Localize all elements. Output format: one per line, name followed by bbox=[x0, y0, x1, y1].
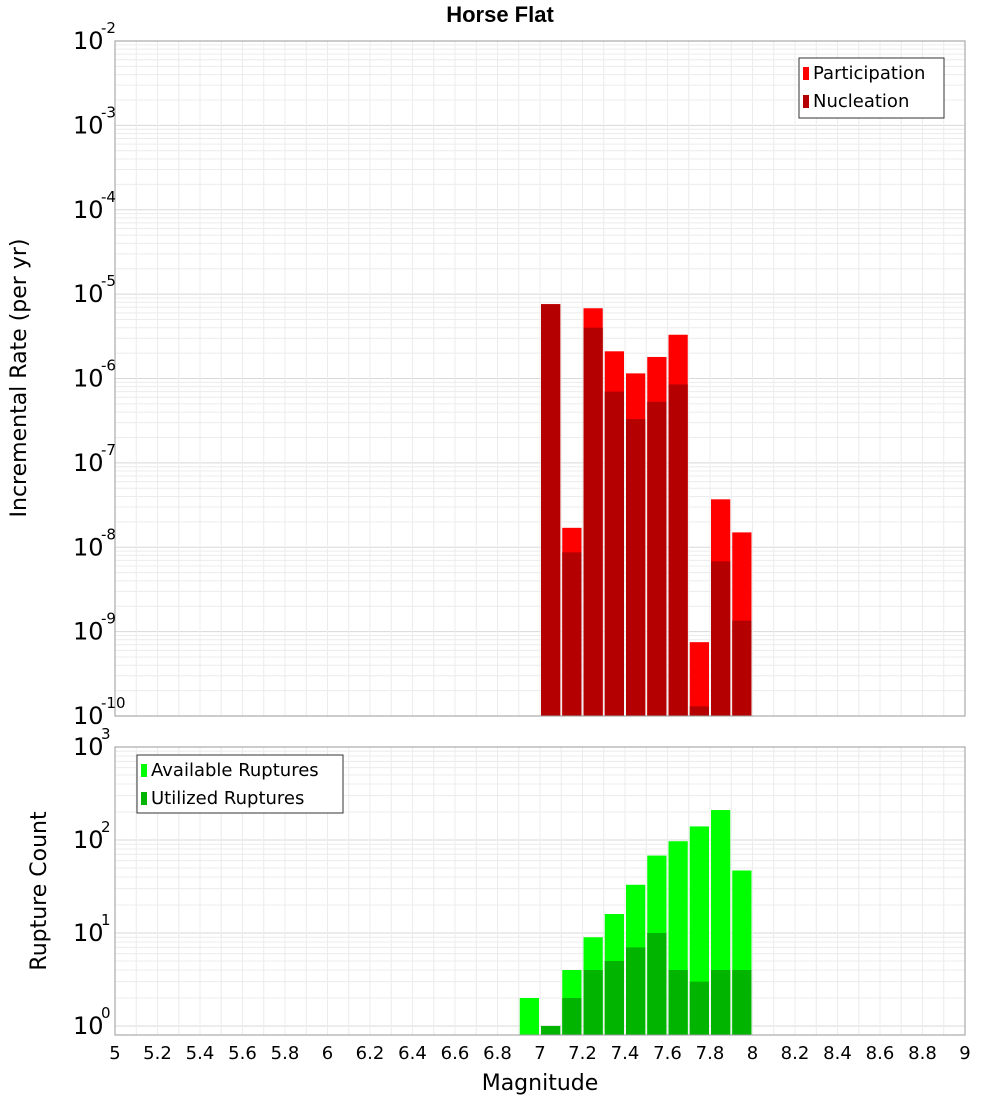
top-y-tick-exponent: -4 bbox=[101, 188, 116, 206]
bottom-bar-utilized-ruptures-7.8 bbox=[711, 969, 731, 1035]
top-y-axis-label: Incremental Rate (per yr) bbox=[7, 239, 32, 518]
bottom-y-tick-label: 10 bbox=[73, 733, 104, 761]
top-legend-label: Participation bbox=[813, 63, 925, 84]
top-y-tick-label: 10 bbox=[73, 449, 104, 477]
bottom-bar-utilized-ruptures-7.7 bbox=[689, 981, 709, 1035]
x-tick-label: 7.6 bbox=[653, 1043, 682, 1064]
top-y-tick-exponent: -7 bbox=[101, 441, 116, 459]
bottom-y-tick-exponent: 1 bbox=[101, 911, 111, 929]
top-legend-swatch bbox=[803, 95, 809, 108]
top-bar-participation-7.7 bbox=[689, 642, 709, 716]
top-legend-label: Nucleation bbox=[813, 91, 909, 112]
bottom-y-tick-exponent: 3 bbox=[101, 725, 111, 743]
top-y-tick-exponent: -5 bbox=[101, 272, 116, 290]
top-bar-nucleation-7.5 bbox=[647, 401, 667, 716]
x-tick-label: 7.8 bbox=[696, 1043, 725, 1064]
bottom-bar-utilized-ruptures-7.5 bbox=[647, 932, 667, 1035]
top-legend-swatch bbox=[803, 67, 809, 80]
top-y-tick-exponent: -10 bbox=[101, 694, 126, 712]
top-bar-nucleation-7.3 bbox=[604, 391, 624, 716]
bottom-bar-utilized-ruptures-7.4 bbox=[626, 947, 646, 1035]
top-y-tick-exponent: -3 bbox=[101, 103, 116, 121]
top-bar-nucleation-7.0 bbox=[541, 304, 561, 716]
x-tick-label: 6.6 bbox=[441, 1043, 470, 1064]
x-tick-label: 6.2 bbox=[356, 1043, 385, 1064]
top-bar-nucleation-7.8 bbox=[711, 561, 731, 716]
bottom-bar-utilized-ruptures-7.1 bbox=[562, 997, 582, 1035]
x-axis-label: Magnitude bbox=[482, 1071, 599, 1096]
x-tick-label: 5.2 bbox=[143, 1043, 172, 1064]
top-legend bbox=[798, 57, 945, 119]
bottom-plot-frame bbox=[114, 746, 966, 1036]
x-tick-label: 6.4 bbox=[398, 1043, 427, 1064]
top-y-tick-label: 10 bbox=[73, 27, 104, 55]
x-tick-label: 5 bbox=[109, 1043, 120, 1064]
x-tick-label: 5.8 bbox=[271, 1043, 300, 1064]
top-bar-nucleation-7.1 bbox=[562, 552, 582, 716]
x-tick-label: 9 bbox=[959, 1043, 970, 1064]
x-tick-label: 8.8 bbox=[908, 1043, 937, 1064]
bottom-bar-utilized-ruptures-7.3 bbox=[604, 960, 624, 1035]
x-tick-label: 7.2 bbox=[568, 1043, 597, 1064]
bottom-bar-utilized-ruptures-7.9 bbox=[732, 969, 752, 1035]
top-y-tick-exponent: -9 bbox=[101, 610, 116, 628]
top-y-tick-exponent: -8 bbox=[101, 525, 116, 543]
bottom-legend-label: Utilized Ruptures bbox=[151, 788, 304, 809]
top-bar-nucleation-7.7 bbox=[689, 706, 709, 716]
x-tick-label: 5.6 bbox=[228, 1043, 257, 1064]
bottom-legend-swatch bbox=[141, 764, 147, 777]
x-tick-label: 5.4 bbox=[186, 1043, 215, 1064]
top-y-tick-exponent: -2 bbox=[101, 19, 116, 37]
x-tick-label: 7 bbox=[534, 1043, 545, 1064]
chart-title: Horse Flat bbox=[446, 2, 554, 27]
top-y-tick-label: 10 bbox=[73, 111, 104, 139]
bottom-bar-utilized-ruptures-7.6 bbox=[668, 969, 688, 1035]
top-y-tick-exponent: -6 bbox=[101, 357, 116, 375]
x-tick-label: 8.2 bbox=[781, 1043, 810, 1064]
x-tick-label: 8.6 bbox=[866, 1043, 895, 1064]
top-bar-nucleation-7.2 bbox=[583, 327, 603, 716]
top-y-tick-label: 10 bbox=[73, 618, 104, 646]
bottom-y-tick-exponent: 0 bbox=[101, 1004, 111, 1022]
top-y-tick-label: 10 bbox=[73, 196, 104, 224]
bottom-y-tick-label: 10 bbox=[73, 1012, 104, 1040]
x-tick-label: 8.4 bbox=[823, 1043, 852, 1064]
x-tick-label: 7.4 bbox=[611, 1043, 640, 1064]
bottom-legend bbox=[136, 754, 344, 814]
top-plot-area: 10-1010-910-810-710-610-510-410-310-2Par… bbox=[73, 19, 966, 730]
top-plot-frame bbox=[114, 40, 966, 717]
bottom-legend-swatch bbox=[141, 792, 147, 805]
top-bar-nucleation-7.4 bbox=[626, 419, 646, 716]
bottom-y-tick-exponent: 2 bbox=[101, 818, 111, 836]
top-bar-nucleation-7.6 bbox=[668, 384, 688, 716]
x-tick-label: 6.8 bbox=[483, 1043, 512, 1064]
bottom-y-axis-label: Rupture Count bbox=[27, 811, 52, 971]
bottom-y-tick-label: 10 bbox=[73, 919, 104, 947]
top-y-tick-label: 10 bbox=[73, 533, 104, 561]
x-tick-labels: 5 5.2 5.4 5.6 5.8 6 6.2 6.4 6.6 6.8 7 7.2 7.4 7.6 7.8 8… bbox=[109, 1043, 970, 1064]
bottom-bar-utilized-ruptures-7.0 bbox=[541, 1025, 561, 1035]
top-bar-nucleation-7.9 bbox=[732, 620, 752, 716]
bottom-y-tick-label: 10 bbox=[73, 826, 104, 854]
x-tick-label: 8 bbox=[747, 1043, 758, 1064]
x-tick-label: 6 bbox=[322, 1043, 333, 1064]
bottom-bar-utilized-ruptures-7.2 bbox=[583, 969, 603, 1035]
top-y-tick-label: 10 bbox=[73, 702, 104, 730]
bottom-legend-label: Available Ruptures bbox=[151, 760, 319, 781]
top-y-tick-label: 10 bbox=[73, 365, 104, 393]
bottom-bar-available-ruptures-6.9 bbox=[519, 997, 539, 1035]
top-y-tick-label: 10 bbox=[73, 280, 104, 308]
